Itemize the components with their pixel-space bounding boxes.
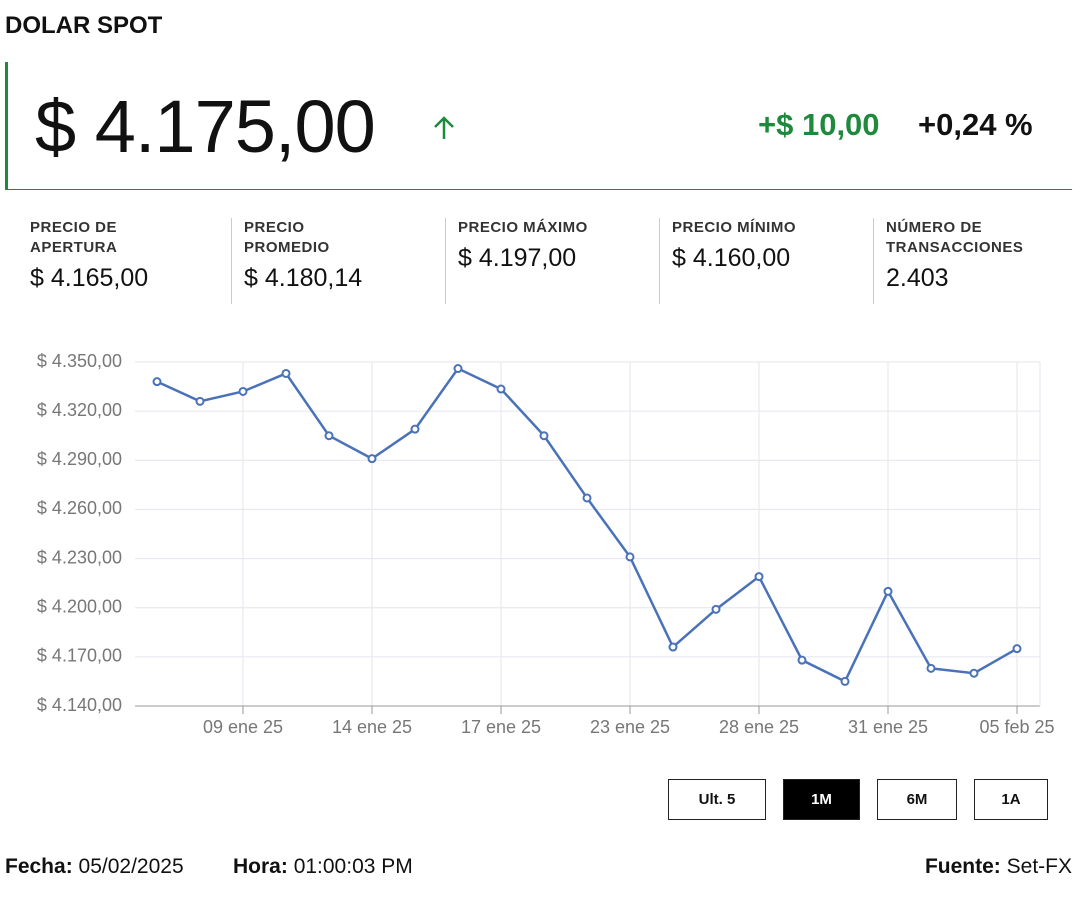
- y-tick-label: $ 4.230,00: [37, 547, 122, 567]
- title: DOLAR SPOT: [5, 12, 163, 39]
- time-value: 01:00:03 PM: [293, 855, 413, 878]
- range-button[interactable]: 6M: [877, 779, 957, 820]
- stat: PRECIO MÁXIMO $ 4.197,00: [458, 218, 648, 304]
- point: [453, 364, 463, 374]
- y-tick-label: $ 4.290,00: [37, 449, 122, 469]
- change: +$ 10,00: [758, 107, 880, 142]
- point: [625, 552, 635, 562]
- source: Fuente: Set-FX: [925, 855, 1072, 879]
- point: [969, 668, 979, 678]
- date-value: 05/02/2025: [78, 855, 184, 878]
- y-tick-label: $ 4.260,00: [37, 498, 122, 518]
- up-arrow: [434, 116, 454, 139]
- x-tick-label: 05 feb 25: [979, 717, 1054, 737]
- y-tick-label: $ 4.200,00: [37, 596, 122, 616]
- price: $ 4.175,00: [35, 85, 376, 168]
- stat-value: $ 4.165,00: [30, 264, 149, 292]
- x-tick-label: 31 ene 25: [848, 717, 928, 737]
- point: [582, 493, 592, 503]
- range-button[interactable]: 1A: [974, 779, 1048, 820]
- separator: [873, 218, 874, 304]
- point: [281, 368, 291, 378]
- source-value: Set-FX: [1006, 855, 1072, 878]
- x-tick-label: 23 ene 25: [590, 717, 670, 737]
- stat-label: PRECIO MÍNIMO: [672, 219, 797, 236]
- date-label: Fecha:: [5, 855, 73, 878]
- point: [367, 454, 377, 464]
- stat-value: $ 4.197,00: [458, 244, 577, 272]
- point: [926, 663, 936, 673]
- x-tick-label: 09 ene 25: [203, 717, 283, 737]
- range-button[interactable]: 1M: [783, 779, 860, 820]
- point: [238, 386, 248, 396]
- time-label: Hora:: [233, 855, 288, 878]
- y-tick-label: $ 4.320,00: [37, 400, 122, 420]
- stat-label: PRECIO MÁXIMO: [458, 219, 588, 236]
- point: [797, 655, 807, 665]
- point: [711, 604, 721, 614]
- stat: PRECIO MÍNIMO $ 4.160,00: [672, 218, 862, 304]
- point: [195, 396, 205, 406]
- date: Fecha: 05/02/2025: [5, 855, 184, 879]
- stat-label: PRECIO PROMEDIO: [244, 219, 330, 256]
- stat-label: NÚMERO DE TRANSACCIONES: [886, 219, 1024, 256]
- point: [496, 384, 506, 394]
- stat: PRECIO DE APERTURA $ 4.165,00: [30, 218, 220, 304]
- stat-value: 2.403: [886, 264, 949, 292]
- stat-value: $ 4.180,14: [244, 264, 363, 292]
- point: [324, 431, 334, 441]
- separator: [445, 218, 446, 304]
- range-button[interactable]: Ult. 5: [668, 779, 766, 820]
- point: [668, 642, 678, 652]
- change-pct: +0,24 %: [918, 107, 1033, 142]
- source-label: Fuente:: [924, 855, 1001, 878]
- x-tick-label: 14 ene 25: [332, 717, 412, 737]
- stat-label: PRECIO DE APERTURA: [30, 219, 118, 256]
- point: [152, 377, 162, 387]
- point: [539, 431, 549, 441]
- separator: [659, 218, 660, 304]
- point: [410, 424, 420, 434]
- price-box: [5, 62, 1072, 190]
- stat: NÚMERO DE TRANSACCIONES 2.403: [886, 218, 1076, 304]
- point: [883, 586, 893, 596]
- x-tick-label: 17 ene 25: [461, 717, 541, 737]
- time: Hora: 01:00:03 PM: [233, 855, 413, 879]
- stat: PRECIO PROMEDIO $ 4.180,14: [244, 218, 434, 304]
- stat-value: $ 4.160,00: [672, 244, 791, 272]
- y-tick-label: $ 4.140,00: [37, 695, 122, 715]
- x-tick-label: 28 ene 25: [719, 717, 799, 737]
- separator: [231, 218, 232, 304]
- y-tick-label: $ 4.350,00: [37, 351, 122, 371]
- point: [840, 676, 850, 686]
- chart: $ 4.140,00 $ 4.170,00 $ 4.200,00 $ 4.230,00…: [37, 351, 1055, 737]
- point: [1012, 644, 1022, 654]
- point: [754, 572, 764, 582]
- y-tick-label: $ 4.170,00: [37, 646, 122, 666]
